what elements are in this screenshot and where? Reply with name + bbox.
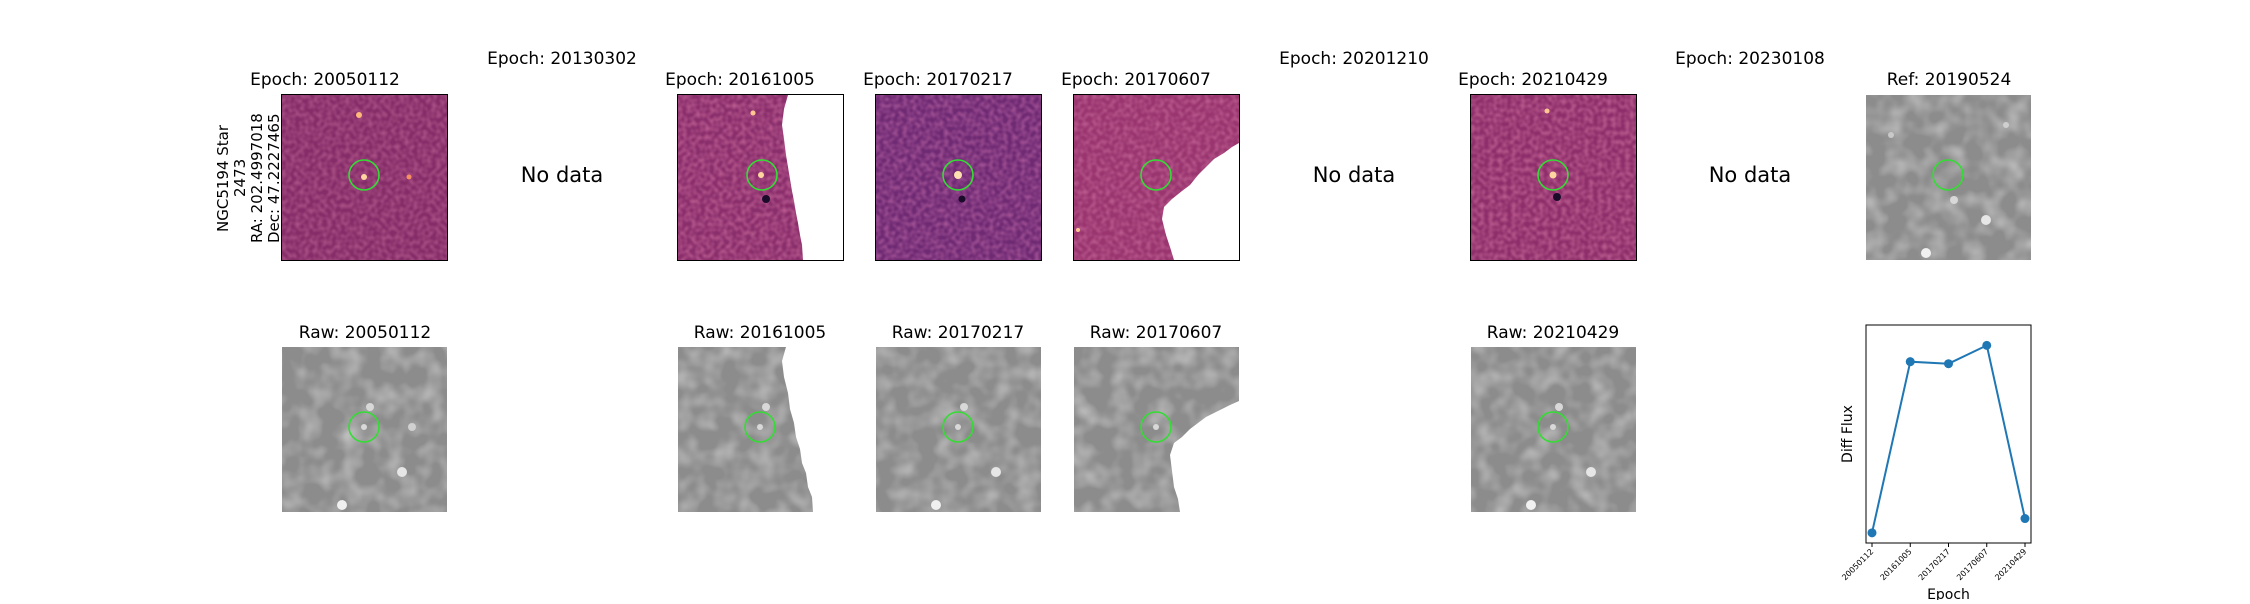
raw-title-20170607: Raw: 20170607: [1089, 323, 1223, 343]
raw-title-20161005: Raw: 20161005: [693, 323, 827, 343]
epoch-title-20161005: Epoch: 20161005: [665, 70, 815, 90]
data-point-20050112: [1867, 528, 1877, 538]
x-tick-label-20161005: 20161005: [1879, 547, 1914, 582]
no-data-20230108: No data: [1708, 163, 1792, 187]
raw-image-20050112: [282, 347, 447, 512]
diff-flux-chart: 20050112 20161005 20170217 20170607 20210429…: [1830, 315, 2060, 603]
epoch-title-20201210: Epoch: 20201210: [1279, 49, 1429, 69]
data-point-20210429: [2020, 514, 2030, 524]
diff-image-20210429: [1470, 94, 1637, 261]
epoch-title-20050112: Epoch: 20050112: [250, 70, 400, 90]
x-tick-label-20050112: 20050112: [1840, 547, 1875, 582]
raw-image-20161005: [678, 347, 843, 512]
x-axis-label: Epoch: [1927, 587, 1970, 600]
ref-title: Ref: 20190524: [1886, 70, 2012, 90]
epoch-title-20170217: Epoch: 20170217: [863, 70, 1013, 90]
star-info-label: NGC5194 Star 2473 RA: 202.4997018 Dec: 4…: [214, 108, 283, 248]
y-axis-label: Diff Flux: [1840, 405, 1856, 463]
diff-image-20161005: [677, 94, 844, 261]
star-dec: Dec: 47.2227465: [265, 113, 283, 243]
epoch-title-20170607: Epoch: 20170607: [1061, 70, 1211, 90]
raw-image-20210429: [1471, 347, 1636, 512]
data-point-20170607: [1982, 340, 1992, 350]
reference-image: [1866, 95, 2031, 260]
series-line: [1871, 343, 2026, 534]
x-tick-label-20210429: 20210429: [1993, 547, 2028, 582]
raw-title-20210429: Raw: 20210429: [1486, 323, 1620, 343]
epoch-title-20210429: Epoch: 20210429: [1458, 70, 1608, 90]
raw-image-20170607: [1074, 347, 1239, 512]
epoch-title-20130302: Epoch: 20130302: [487, 49, 637, 69]
star-ra: RA: 202.4997018: [248, 113, 266, 243]
x-tick-label-20170607: 20170607: [1955, 547, 1990, 582]
star-name: NGC5194 Star 2473: [214, 124, 249, 232]
data-point-20161005: [1905, 357, 1915, 367]
diff-image-20170217: [875, 94, 1042, 261]
x-tick-label-20170217: 20170217: [1917, 547, 1952, 582]
raw-image-20170217: [876, 347, 1041, 512]
diff-image-20050112: [281, 94, 448, 261]
raw-title-20170217: Raw: 20170217: [891, 323, 1025, 343]
diff-image-20170607: [1073, 94, 1240, 261]
no-data-20130302: No data: [520, 163, 604, 187]
no-data-20201210: No data: [1312, 163, 1396, 187]
raw-title-20050112: Raw: 20050112: [298, 323, 432, 343]
data-point-20170217: [1944, 359, 1953, 369]
epoch-title-20230108: Epoch: 20230108: [1675, 49, 1825, 69]
